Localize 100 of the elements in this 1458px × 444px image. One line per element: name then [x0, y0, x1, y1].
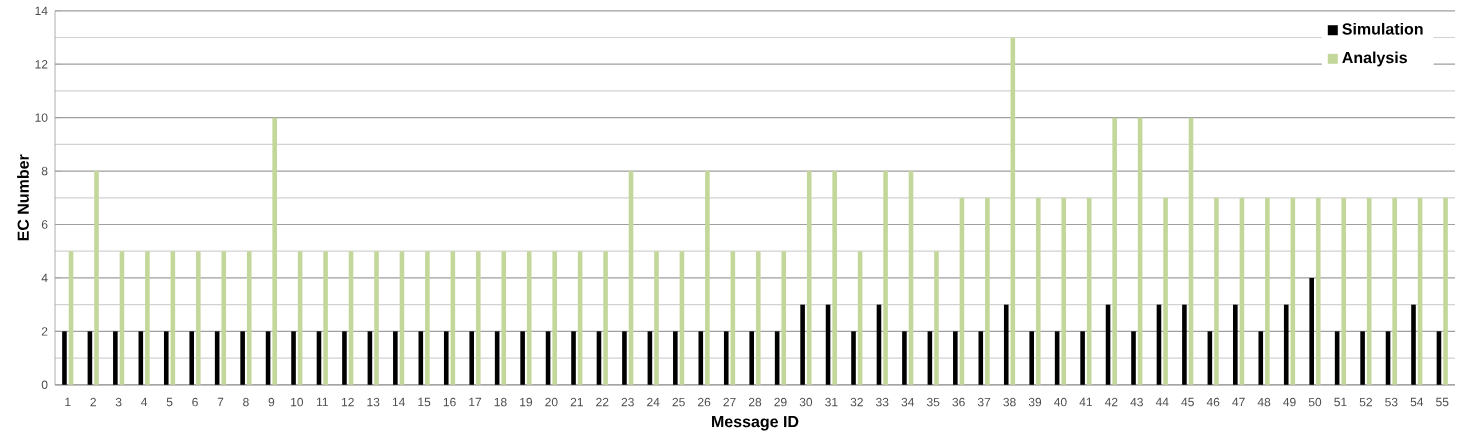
- x-tick-label: 11: [316, 397, 328, 407]
- x-tick-label: 28: [748, 397, 762, 407]
- bar: [1309, 278, 1314, 385]
- x-tick-label: 40: [1054, 397, 1067, 407]
- y-axis-title: EC Number: [17, 154, 29, 241]
- bar: [291, 331, 296, 385]
- bar: [1283, 304, 1289, 385]
- x-tick-label: 18: [494, 397, 507, 407]
- bar: [221, 251, 227, 385]
- bar: [196, 251, 201, 385]
- bar: [934, 251, 939, 385]
- x-tick-label: 10: [291, 397, 304, 407]
- bar: [342, 331, 347, 385]
- x-tick-label: 12: [341, 397, 354, 407]
- bar: [469, 331, 475, 385]
- x-tick-label: 9: [268, 397, 275, 407]
- bar: [654, 251, 659, 385]
- bar: [62, 331, 67, 385]
- bar: [1443, 197, 1448, 385]
- x-tick-label: 30: [799, 397, 813, 407]
- bar: [698, 331, 704, 385]
- bar: [851, 331, 856, 385]
- bar: [189, 331, 195, 385]
- x-tick-label: 46: [1206, 397, 1220, 407]
- x-axis-title: Message ID: [712, 416, 799, 431]
- x-tick-label: 22: [596, 397, 609, 407]
- bar: [163, 331, 169, 385]
- bar: [323, 251, 328, 385]
- bar: [520, 331, 525, 385]
- x-tick-label: 15: [418, 397, 431, 407]
- x-tick-label: 51: [1334, 397, 1347, 407]
- y-tick-label: 10: [35, 113, 48, 123]
- x-tick-label: 4: [141, 397, 148, 407]
- x-tick-label: 5: [166, 397, 173, 407]
- bar: [94, 171, 99, 385]
- bar: [705, 171, 710, 385]
- bar: [1265, 197, 1270, 385]
- bar: [902, 331, 907, 385]
- x-tick-label: 25: [672, 397, 685, 407]
- y-tick-label: 8: [41, 166, 48, 176]
- x-tick-label: 45: [1181, 397, 1194, 407]
- bar: [622, 331, 627, 385]
- x-tick-label: 37: [977, 397, 991, 407]
- x-tick-label: 42: [1104, 397, 1118, 407]
- x-tick-label: 36: [952, 397, 965, 407]
- bar: [1233, 304, 1238, 385]
- bar: [443, 331, 449, 385]
- bar: [800, 304, 805, 385]
- bar: [1003, 304, 1009, 385]
- x-tick-label: 39: [1028, 397, 1042, 407]
- bar: [1392, 197, 1397, 385]
- y-tick-label: 14: [35, 6, 48, 16]
- x-tick-label: 33: [876, 397, 889, 407]
- y-tick-label: 2: [41, 327, 48, 336]
- bar: [1341, 197, 1347, 385]
- bar: [603, 251, 608, 385]
- x-tick-label: 19: [520, 397, 533, 407]
- x-tick-label: 44: [1155, 397, 1169, 407]
- x-tick-label: 24: [647, 397, 660, 407]
- y-tick-label: 0: [41, 380, 48, 390]
- bar: [756, 251, 761, 385]
- bar: [1182, 304, 1187, 385]
- bar: [673, 331, 678, 385]
- x-tick-label: 6: [192, 397, 198, 407]
- x-tick-label: 13: [367, 397, 380, 407]
- bar: [1411, 304, 1416, 385]
- bar: [374, 251, 379, 385]
- bar: [1131, 331, 1136, 385]
- bar: [393, 331, 398, 385]
- x-tick-label: 3: [115, 397, 122, 407]
- x-tick-label: 52: [1359, 397, 1372, 407]
- bar: [1061, 197, 1067, 385]
- y-tick-label: 6: [41, 220, 48, 229]
- x-tick-label: 41: [1079, 397, 1092, 407]
- bar: [978, 331, 984, 385]
- x-tick-label: 16: [443, 397, 456, 407]
- x-tick-label: 35: [926, 397, 940, 407]
- bar: [1258, 331, 1264, 385]
- bar: [1163, 197, 1168, 385]
- bar: [571, 331, 576, 385]
- bar: [145, 251, 150, 385]
- bar: [526, 251, 532, 385]
- x-tick-label: 53: [1385, 397, 1398, 407]
- x-tick-label: 50: [1308, 397, 1322, 407]
- x-tick-label: 27: [723, 397, 736, 407]
- x-tick-label: 17: [469, 397, 482, 407]
- x-tick-label: 8: [243, 397, 249, 407]
- x-tick-label: 32: [850, 397, 863, 407]
- bar: [425, 251, 430, 385]
- legend-label: Analysis: [1342, 51, 1407, 67]
- bar: [883, 171, 888, 385]
- x-tick-label: 2: [90, 397, 96, 407]
- x-tick-label: 1: [65, 397, 71, 407]
- legend-label: Simulation: [1342, 23, 1423, 35]
- x-tick-label: 54: [1410, 397, 1424, 407]
- x-tick-label: 47: [1232, 397, 1245, 407]
- y-tick-label: 12: [35, 60, 48, 69]
- bar: [1112, 117, 1117, 385]
- bar: [1080, 331, 1085, 385]
- x-tick-label: 34: [901, 397, 915, 407]
